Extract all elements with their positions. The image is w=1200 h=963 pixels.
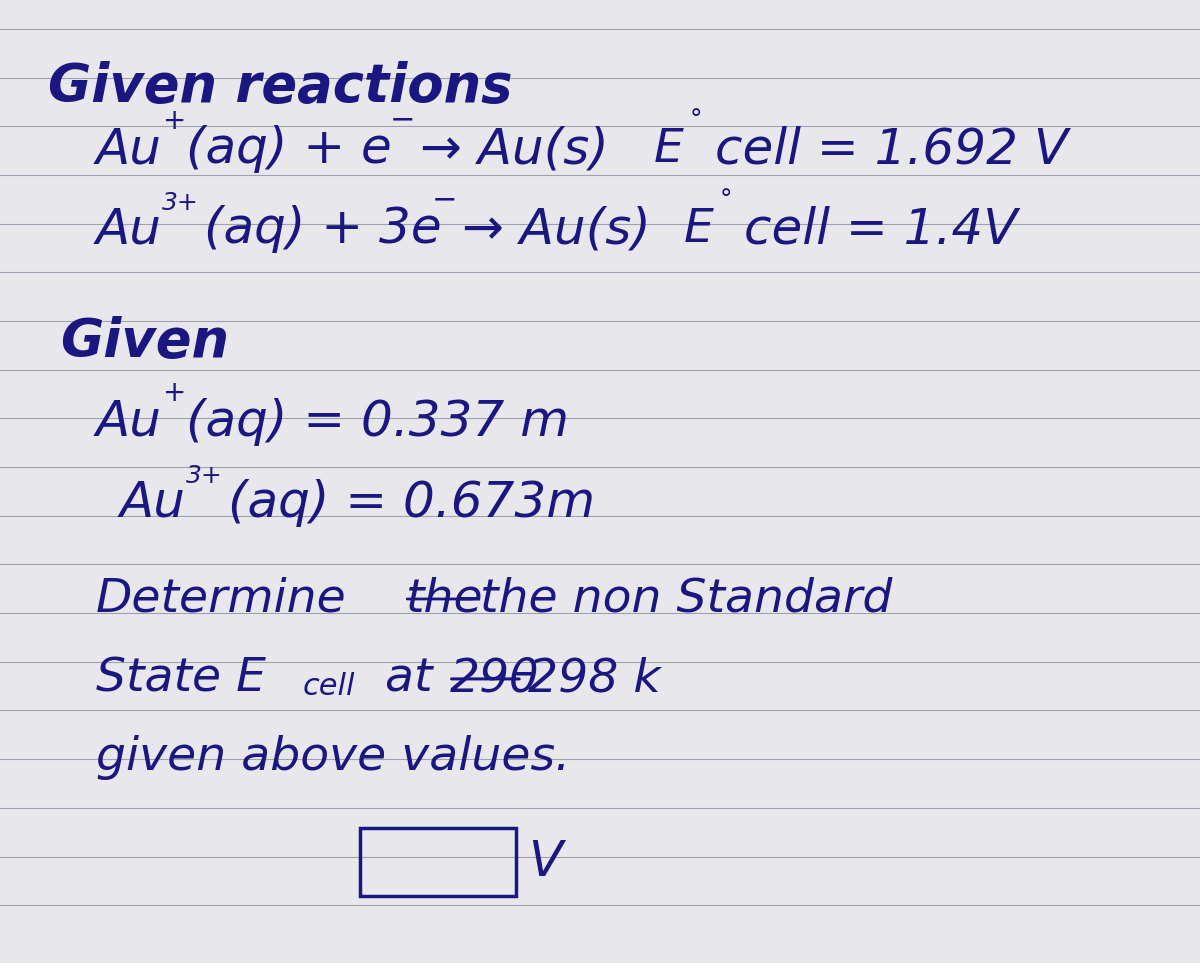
- Text: −: −: [432, 186, 457, 215]
- Text: 3+: 3+: [186, 464, 223, 488]
- Bar: [360, 828, 516, 896]
- Text: (aq) = 0.673m: (aq) = 0.673m: [228, 479, 595, 527]
- Text: 3+: 3+: [162, 191, 199, 215]
- Text: given above values.: given above values.: [96, 736, 570, 780]
- Text: +: +: [162, 379, 185, 407]
- Text: +: +: [162, 107, 185, 135]
- Text: → Au(s): → Au(s): [420, 125, 608, 173]
- Text: 298 k: 298 k: [528, 657, 661, 701]
- Text: cell = 1.692 V: cell = 1.692 V: [715, 125, 1068, 173]
- Text: E: E: [684, 207, 714, 251]
- Text: Given: Given: [60, 316, 229, 368]
- Text: E: E: [654, 127, 684, 171]
- Text: Au: Au: [96, 398, 162, 446]
- Text: −: −: [390, 106, 415, 135]
- Text: (aq) + 3e: (aq) + 3e: [204, 205, 442, 253]
- Text: State E: State E: [96, 657, 266, 701]
- Text: Au: Au: [96, 125, 162, 173]
- Text: at: at: [370, 657, 432, 701]
- Text: °: °: [690, 108, 702, 132]
- Text: Given reactions: Given reactions: [48, 61, 512, 113]
- Text: cell: cell: [302, 672, 355, 701]
- Text: → Au(s): → Au(s): [462, 205, 650, 253]
- Text: the non Standard: the non Standard: [480, 577, 893, 621]
- Text: Au: Au: [96, 205, 162, 253]
- Text: (aq) + e: (aq) + e: [186, 125, 391, 173]
- Text: °: °: [720, 188, 732, 212]
- Text: 29θ: 29θ: [450, 657, 539, 701]
- Text: cell = 1.4V: cell = 1.4V: [744, 205, 1018, 253]
- Text: the: the: [406, 577, 484, 621]
- Text: (aq) = 0.337 m: (aq) = 0.337 m: [186, 398, 569, 446]
- Text: Au: Au: [120, 479, 186, 527]
- Text: Determine: Determine: [96, 577, 347, 621]
- Text: V: V: [528, 838, 563, 886]
